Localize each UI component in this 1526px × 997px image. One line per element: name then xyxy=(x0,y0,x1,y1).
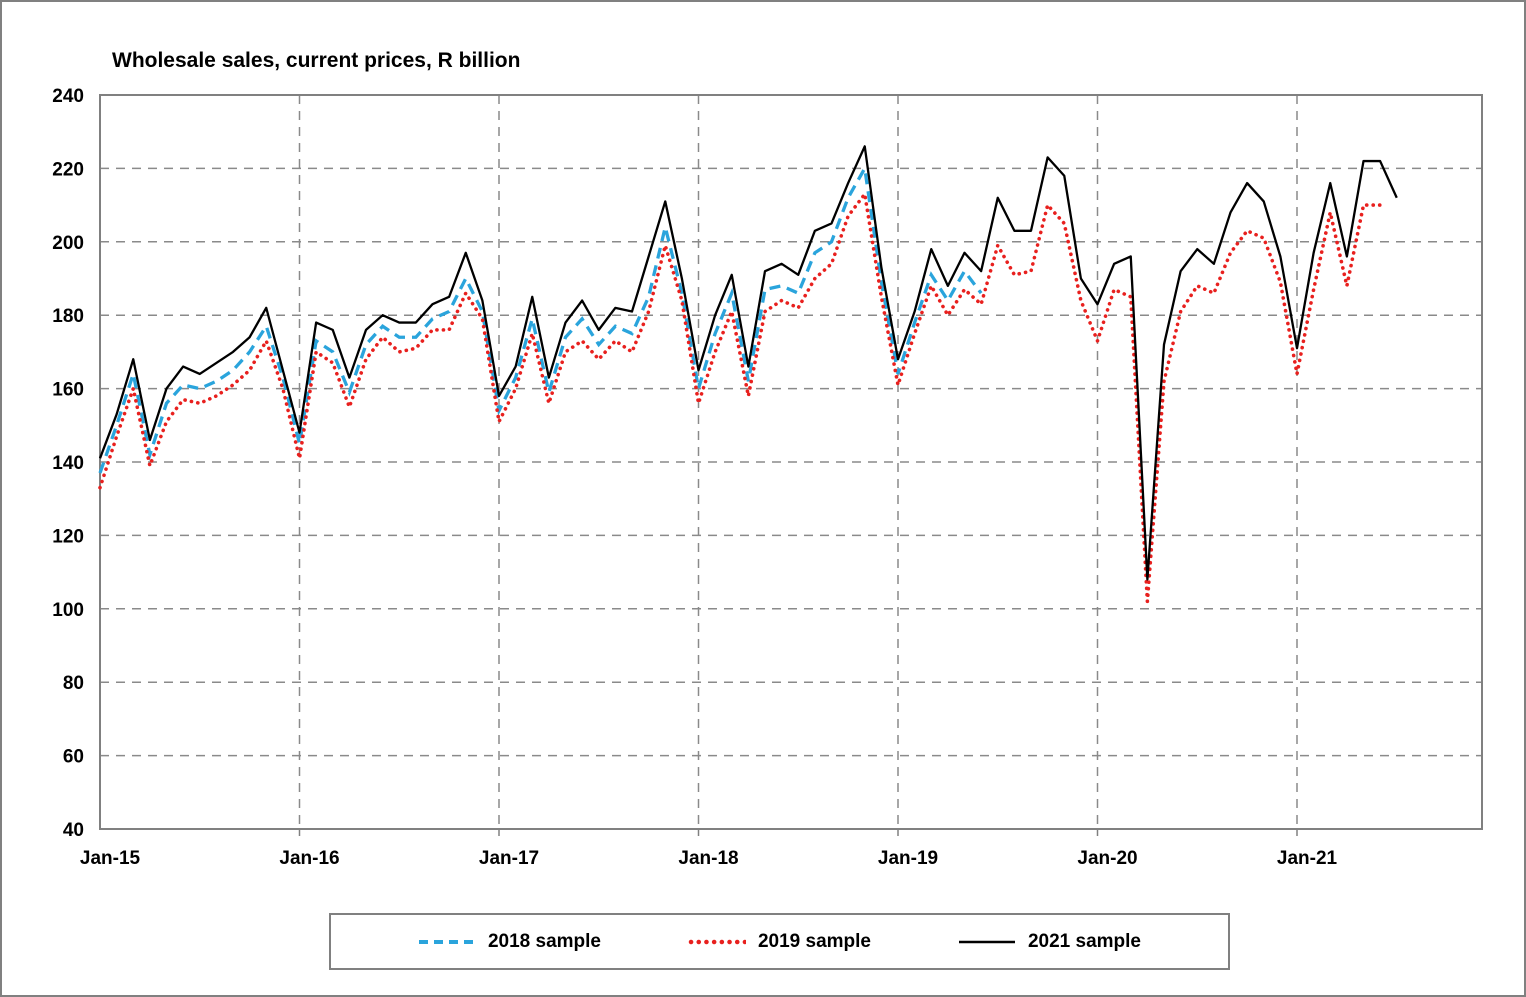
y-tick-label: 120 xyxy=(52,526,84,547)
y-tick-label: 100 xyxy=(52,600,84,621)
x-tick-label: Jan-19 xyxy=(878,848,938,869)
legend-item-2019-sample: 2019 sample xyxy=(688,931,871,953)
chart-title: Wholesale sales, current prices, R billi… xyxy=(112,49,521,72)
x-tick-label: Jan-20 xyxy=(1077,848,1137,869)
y-tick-label: 40 xyxy=(63,820,84,841)
legend-key-dotted-line-icon xyxy=(688,939,746,944)
x-tick-label: Jan-21 xyxy=(1277,848,1338,869)
x-tick-label: Jan-17 xyxy=(479,848,539,869)
x-tick-label: Jan-15 xyxy=(80,848,141,869)
y-tick-label: 140 xyxy=(52,453,84,474)
x-axis-ticks xyxy=(298,829,1298,836)
legend-key-dashed-line-icon xyxy=(418,939,475,944)
y-tick-label: 80 xyxy=(63,673,84,694)
x-tick-label: Jan-16 xyxy=(279,848,339,869)
plot-frame xyxy=(99,94,1483,830)
series-line-2021-sample xyxy=(98,145,1398,581)
y-tick-label: 220 xyxy=(52,159,84,180)
y-tick-label: 160 xyxy=(52,380,84,401)
series-line-2018-sample xyxy=(98,163,983,474)
x-axis-labels: Jan-15 Jan-16 Jan-17 Jan-18 Jan-19 Jan-20 Jan-… xyxy=(80,848,1338,869)
gridlines xyxy=(100,95,1482,829)
legend-key-solid-line-icon xyxy=(958,940,1015,943)
legend-item-2021-sample: 2021 sample xyxy=(958,931,1141,953)
y-tick-label: 180 xyxy=(52,306,84,327)
legend-label-2018-sample: 2018 sample xyxy=(487,930,601,952)
y-tick-label: 200 xyxy=(52,233,84,254)
legend-item-2018-sample: 2018 sample xyxy=(418,931,601,953)
y-tick-label: 240 xyxy=(52,86,84,107)
legend: 2018 sample 2019 sample 2021 sample xyxy=(329,913,1230,970)
series-line-2019-sample xyxy=(98,192,1382,604)
legend-label-2019-sample: 2019 sample xyxy=(757,930,871,952)
legend-label-2021-sample: 2021 sample xyxy=(1027,930,1141,952)
x-tick-label: Jan-18 xyxy=(678,848,738,869)
y-axis-labels: 40 60 80 100 120 140 160 180 200 220 240 xyxy=(52,86,84,841)
y-tick-label: 60 xyxy=(63,747,84,768)
